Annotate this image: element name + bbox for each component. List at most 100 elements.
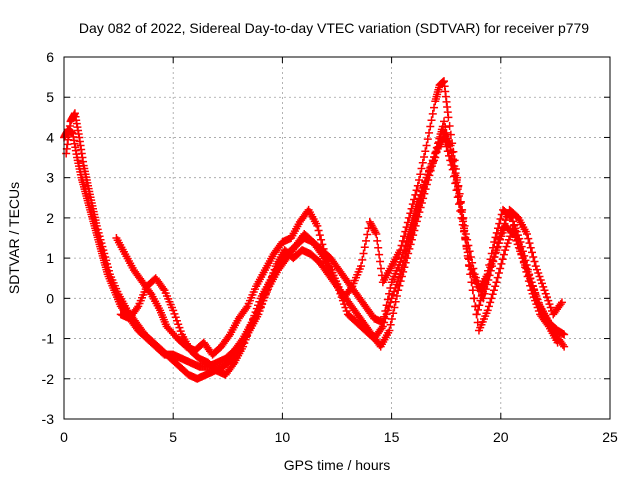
data-point-interp xyxy=(531,296,540,305)
data-point-interp xyxy=(487,294,496,303)
x-tick-label: 15 xyxy=(384,429,400,445)
data-point-interp xyxy=(494,269,503,278)
y-tick-label: 0 xyxy=(46,290,54,306)
data-point xyxy=(413,205,422,214)
data-point-interp xyxy=(359,249,368,258)
data-point-interp xyxy=(390,303,399,312)
data-point-interp xyxy=(526,281,535,290)
data-point-interp xyxy=(525,239,534,248)
data-point-interp xyxy=(532,300,541,309)
data-point-interp xyxy=(371,228,380,237)
data-point-interp xyxy=(385,302,394,311)
data-point xyxy=(448,157,457,166)
y-tick-label: -1 xyxy=(42,331,55,347)
data-point xyxy=(557,298,566,307)
data-point-interp xyxy=(374,243,383,252)
data-point-interp xyxy=(104,266,113,275)
data-point-interp xyxy=(543,320,552,329)
data-point-interp xyxy=(511,226,520,235)
data-point-interp xyxy=(97,239,106,248)
data-point-interp xyxy=(489,257,498,266)
data-point-interp xyxy=(383,306,392,315)
data-point-interp xyxy=(528,248,536,257)
data-point xyxy=(378,322,387,331)
data-point-interp xyxy=(369,224,378,233)
data-point-interp xyxy=(242,304,251,313)
data-point-interp xyxy=(456,198,465,207)
data-point-interp xyxy=(95,232,104,241)
data-point-interp xyxy=(532,265,541,274)
data-point-interp xyxy=(98,242,107,251)
data-point-interp xyxy=(483,280,492,289)
y-axis-label: SDTVAR / TECUs xyxy=(6,182,22,294)
data-point-interp xyxy=(425,128,434,137)
data-point-interp xyxy=(513,235,522,244)
data-point-interp xyxy=(501,216,510,225)
data-point-interp xyxy=(375,250,384,259)
data-point xyxy=(372,229,381,238)
data-point-interp xyxy=(524,234,533,243)
data-point-interp xyxy=(462,242,471,251)
data-point-interp xyxy=(250,311,259,320)
data-point-interp xyxy=(386,320,395,329)
data-point-interp xyxy=(432,148,441,157)
data-point-interp xyxy=(171,313,180,322)
data-point-interp xyxy=(458,215,467,224)
data-point-interp xyxy=(388,290,397,299)
data-point-interp xyxy=(484,302,493,311)
data-point-interp xyxy=(176,327,185,336)
data-point-interp xyxy=(376,257,385,266)
data-point-interp xyxy=(417,164,426,173)
data-point xyxy=(483,306,492,315)
data-point-interp xyxy=(494,239,503,248)
data-point-interp xyxy=(467,278,476,287)
data-point-interp xyxy=(318,240,327,249)
data-point-interp xyxy=(503,239,512,248)
data-point-interp xyxy=(474,280,483,289)
x-tick-label: 5 xyxy=(169,429,177,445)
data-point-interp xyxy=(512,231,521,240)
data-point xyxy=(335,286,344,295)
data-point-interp xyxy=(362,236,371,245)
data-point xyxy=(405,238,414,247)
data-point-interp xyxy=(415,201,424,210)
data-point-interp xyxy=(386,298,395,307)
data-point-interp xyxy=(244,328,253,337)
data-point-interp xyxy=(94,228,103,237)
data-point-interp xyxy=(401,251,410,260)
data-point xyxy=(385,326,394,335)
data-point-interp xyxy=(385,289,394,298)
data-point-interp xyxy=(336,289,345,298)
data-point xyxy=(422,141,431,150)
data-point-interp xyxy=(403,242,412,251)
data-point-interp xyxy=(475,301,484,310)
data-point-interp xyxy=(545,300,554,309)
data-point-interp xyxy=(93,225,102,234)
data-point-interp xyxy=(410,219,419,228)
data-point-interp xyxy=(408,200,417,209)
data-point-interp xyxy=(464,241,473,250)
data-point-interp xyxy=(491,233,500,242)
data-point-interp xyxy=(519,258,528,267)
data-point-interp xyxy=(522,267,531,276)
data-point-interp xyxy=(402,247,411,256)
data-point-interp xyxy=(403,218,412,227)
data-point-interp xyxy=(255,297,264,306)
data-point xyxy=(479,294,488,303)
data-point-interp xyxy=(450,156,459,165)
data-point-interp xyxy=(502,242,511,251)
data-point-interp xyxy=(254,301,263,310)
data-point-interp xyxy=(498,226,507,235)
data-point-interp xyxy=(452,178,461,187)
data-point-interp xyxy=(447,151,456,160)
data-point-interp xyxy=(528,289,537,298)
data-point-interp xyxy=(133,304,142,313)
data-point-interp xyxy=(421,178,430,187)
data-point-interp xyxy=(370,226,379,235)
data-point-interp xyxy=(397,241,406,250)
data-point-interp xyxy=(451,171,460,180)
x-tick-label: 25 xyxy=(602,429,618,445)
data-point-interp xyxy=(416,170,425,179)
data-point-interp xyxy=(360,243,369,252)
